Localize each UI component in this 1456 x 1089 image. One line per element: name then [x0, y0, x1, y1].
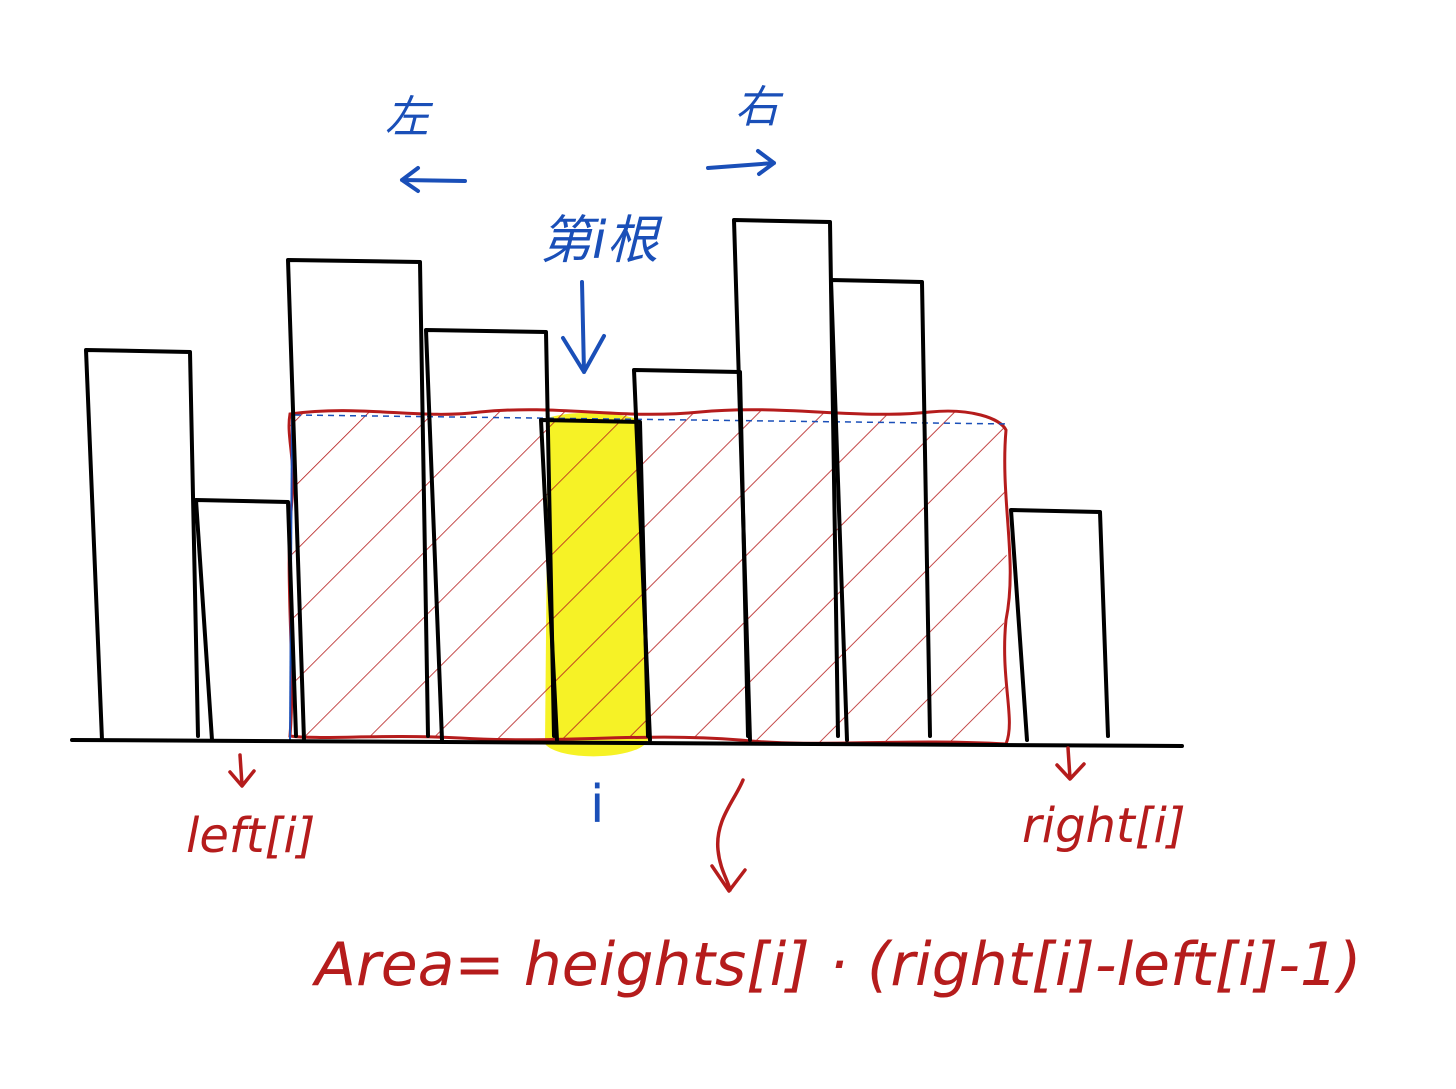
down-arrow-icon [561, 280, 606, 374]
right-direction-label: 右 [735, 82, 784, 133]
left-boundary-label: left[i] [186, 808, 315, 864]
right-boundary-label: right[i] [1022, 798, 1186, 854]
formula-arrow-icon [710, 778, 747, 893]
pivot-bar-label: 第i根 [540, 211, 662, 271]
index-label: i [590, 775, 604, 835]
histogram-bar [424, 328, 556, 742]
histogram-bar [829, 278, 932, 742]
histogram-bars [84, 218, 1110, 742]
histogram-bar [1009, 508, 1110, 742]
histogram-bar [194, 498, 298, 742]
left-boundary-arrow-icon [228, 753, 256, 788]
histogram-bar [732, 218, 840, 742]
left-direction-label: 左 [385, 92, 434, 143]
left-arrow-icon [400, 166, 467, 193]
histogram-bar [286, 258, 430, 742]
right-boundary-arrow-icon [1055, 746, 1086, 781]
height-level-line [294, 414, 1011, 425]
area-formula: Area= heights[i] · (right[i]-left[i]-1) [311, 930, 1361, 1000]
baseline [70, 738, 1184, 748]
right-arrow-icon [706, 149, 776, 176]
histogram-bar [84, 348, 200, 742]
